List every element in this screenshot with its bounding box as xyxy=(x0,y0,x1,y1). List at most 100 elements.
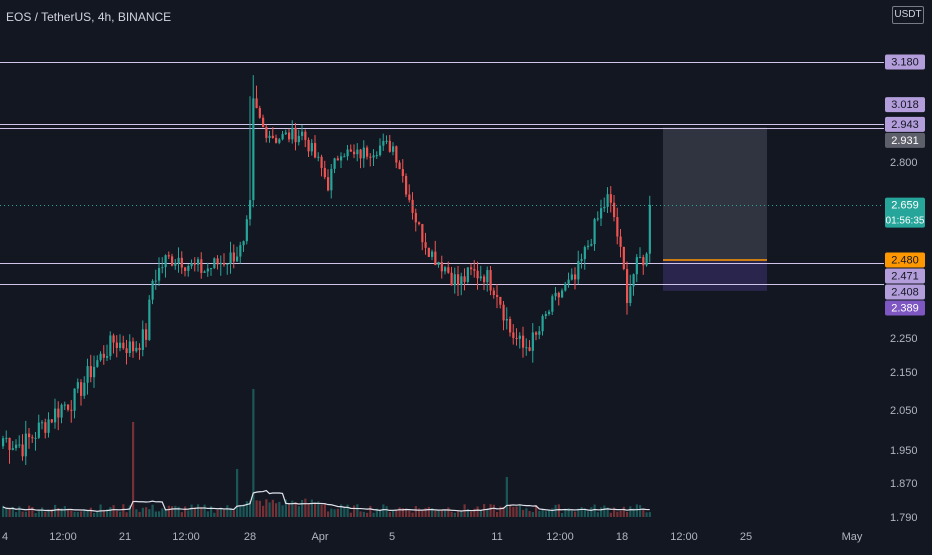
candle xyxy=(177,247,180,273)
volume-bar xyxy=(102,509,105,517)
candle xyxy=(619,228,622,258)
candle xyxy=(271,127,274,139)
volume-bar xyxy=(450,511,453,517)
candle xyxy=(154,269,157,290)
candle xyxy=(437,261,440,268)
candle xyxy=(476,261,479,290)
candle xyxy=(473,260,476,278)
candle xyxy=(158,257,161,286)
candle xyxy=(447,261,450,274)
candle xyxy=(239,241,242,264)
volume-bar xyxy=(502,506,505,517)
candle xyxy=(392,142,395,156)
volume-bar xyxy=(278,501,281,517)
volume-bar xyxy=(395,510,398,517)
candle xyxy=(580,253,583,269)
volume-bar xyxy=(528,510,531,517)
price-tick-label: 2.050 xyxy=(890,405,918,417)
position-zones xyxy=(663,127,767,291)
candle xyxy=(528,340,531,352)
volume-bar xyxy=(639,505,642,517)
candle xyxy=(193,257,196,272)
candle xyxy=(236,246,239,262)
candle xyxy=(554,287,557,301)
price-label-badge xyxy=(885,284,925,300)
candle xyxy=(89,354,92,383)
candle xyxy=(76,378,79,394)
volume-bar xyxy=(239,505,242,517)
volume-bar xyxy=(21,511,24,517)
volume-bar xyxy=(206,511,209,517)
candle xyxy=(145,323,148,348)
volume-bar xyxy=(281,505,284,517)
volume-bar xyxy=(606,507,609,517)
candle xyxy=(431,249,434,261)
volume-bar xyxy=(15,512,18,517)
candle xyxy=(60,403,63,424)
candle xyxy=(323,160,326,180)
candle xyxy=(21,434,24,461)
volume-bar xyxy=(551,508,554,517)
candle xyxy=(34,432,37,451)
candle xyxy=(294,123,297,151)
candle xyxy=(210,267,213,276)
price-label-badge xyxy=(885,132,925,148)
volume-bar xyxy=(44,511,47,517)
candle xyxy=(336,155,339,161)
target-zone xyxy=(663,127,767,261)
candle xyxy=(284,129,287,136)
volume-bar xyxy=(317,501,320,517)
volume-bar xyxy=(67,509,70,517)
price-axis[interactable]: 2.800 2.250 2.150 2.050 1.950 1.870 1.790 3.180… xyxy=(885,54,925,525)
candle xyxy=(603,197,606,213)
candle xyxy=(479,265,482,282)
volume-bar xyxy=(343,506,346,517)
volume-bar xyxy=(138,511,141,517)
volume-bar xyxy=(619,510,622,517)
volume-bar xyxy=(54,504,57,517)
volume-bar xyxy=(561,512,564,517)
volume-bar xyxy=(314,503,317,517)
candle xyxy=(648,195,651,263)
candle xyxy=(174,259,177,270)
volume-bar xyxy=(304,498,307,517)
candle xyxy=(583,245,586,270)
volume-bar xyxy=(385,506,388,517)
volume-bar xyxy=(219,507,222,517)
volume-bar xyxy=(645,512,648,517)
volume-bar xyxy=(223,509,226,517)
candle xyxy=(353,144,356,159)
candle xyxy=(466,267,469,284)
volume-bar xyxy=(629,506,632,517)
volume-bar xyxy=(603,505,606,517)
candle xyxy=(216,255,219,270)
candle xyxy=(31,434,34,443)
price-label-text: 3.180 xyxy=(891,57,919,69)
candle xyxy=(262,114,265,128)
volume-bar xyxy=(353,505,356,517)
time-tick-label: 4 xyxy=(2,531,8,543)
volume-bar xyxy=(476,506,479,517)
currency-unit-badge[interactable]: USDT xyxy=(892,6,924,24)
candle xyxy=(609,186,612,213)
candle xyxy=(492,287,495,299)
candle xyxy=(369,153,372,167)
candle xyxy=(50,418,53,424)
volume-bar xyxy=(47,510,50,517)
candle xyxy=(245,215,248,245)
time-axis[interactable]: 4 12:00 21 12:00 28 Apr 5 11 12:00 18 12:00 25 May xyxy=(2,531,863,543)
volume-bar xyxy=(255,500,258,517)
candle xyxy=(219,255,222,276)
candle xyxy=(164,254,167,278)
time-tick-label: 28 xyxy=(244,531,256,543)
volume-bar xyxy=(310,499,313,517)
candle xyxy=(141,320,144,357)
volume-bar xyxy=(151,504,154,517)
candle xyxy=(551,294,554,315)
candle xyxy=(167,251,170,260)
candle xyxy=(288,128,291,143)
volume-bar xyxy=(96,510,99,517)
candle xyxy=(343,153,346,158)
